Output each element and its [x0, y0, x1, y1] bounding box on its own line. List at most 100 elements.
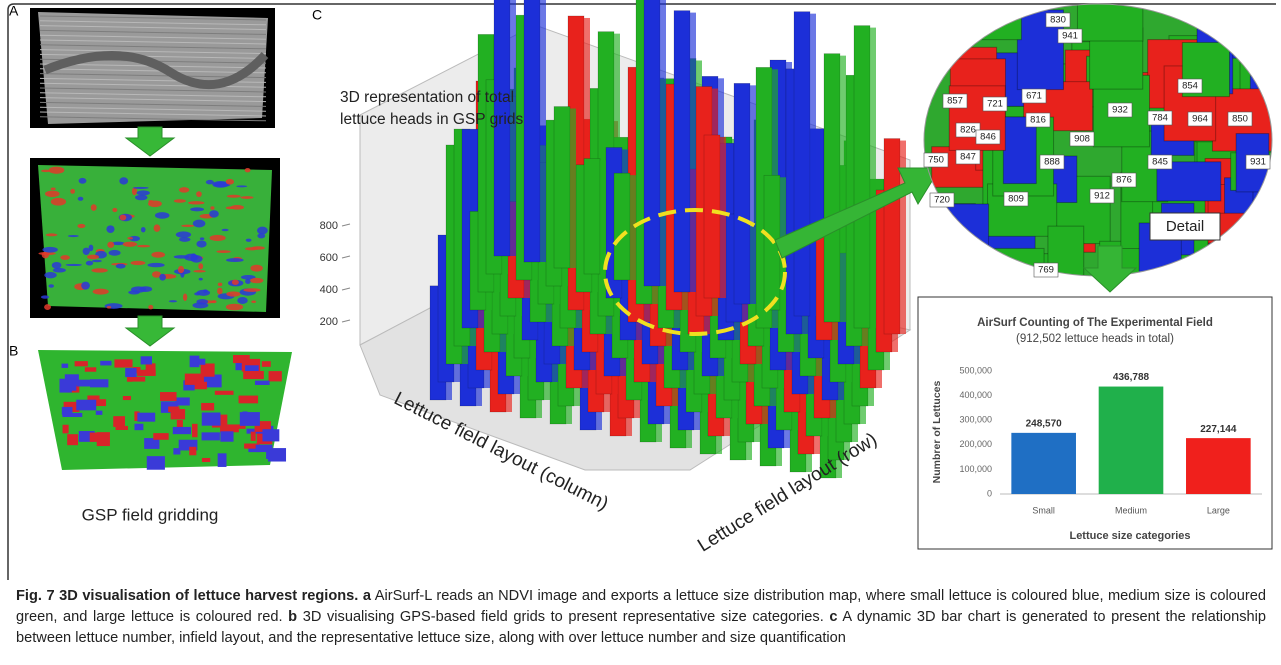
texture — [199, 237, 205, 241]
value-label: 847 — [960, 152, 976, 163]
texture — [220, 431, 234, 442]
z-tick — [341, 255, 351, 259]
texture — [115, 263, 126, 269]
texture — [114, 359, 133, 368]
texture — [89, 432, 100, 442]
texture — [87, 395, 100, 403]
texture — [39, 34, 267, 40]
arrow — [124, 126, 176, 347]
bar-3d — [523, 0, 541, 263]
value-label: 908 — [1074, 134, 1090, 145]
bar-3d-side — [720, 137, 726, 298]
texture — [126, 376, 133, 382]
texture — [39, 49, 267, 55]
z-tick — [341, 223, 351, 227]
texture — [95, 410, 103, 415]
value-label: 816 — [1030, 115, 1046, 126]
texture — [177, 265, 185, 274]
texture — [209, 234, 226, 241]
texture — [41, 169, 51, 173]
texture — [250, 264, 263, 272]
texture — [148, 200, 162, 208]
texture — [196, 289, 211, 296]
texture — [268, 371, 282, 382]
value-box — [1057, 28, 1083, 44]
bar-3d — [853, 25, 871, 329]
detail-box — [1149, 212, 1221, 241]
inset-frame — [917, 296, 1273, 550]
texture — [50, 187, 56, 191]
z-tick-label: 200 — [320, 316, 338, 328]
texture — [257, 226, 268, 235]
panel-label: C — [312, 7, 322, 23]
texture — [225, 303, 244, 311]
texture — [243, 370, 264, 380]
bar-3d — [613, 172, 631, 281]
texture — [87, 254, 100, 260]
bar-3d — [643, 0, 661, 287]
texture — [205, 179, 214, 185]
texture — [134, 423, 144, 431]
value-box — [1245, 154, 1271, 170]
ndvi-image — [30, 8, 275, 128]
texture — [81, 281, 90, 290]
texture — [92, 288, 109, 295]
value-box — [1147, 110, 1173, 126]
texture — [119, 177, 129, 185]
texture — [181, 224, 195, 227]
texture — [210, 206, 215, 210]
texture — [226, 194, 241, 198]
value-label: 769 — [1038, 265, 1054, 276]
value-box — [1187, 111, 1213, 127]
value-box — [1107, 102, 1133, 118]
texture — [235, 360, 248, 371]
texture — [106, 225, 115, 233]
texture — [61, 363, 69, 368]
texture — [245, 365, 259, 374]
texture — [184, 373, 204, 385]
texture — [146, 456, 165, 470]
texture — [192, 219, 206, 228]
texture — [39, 116, 267, 122]
texture — [40, 295, 50, 299]
texture — [217, 282, 223, 287]
texture — [173, 255, 190, 259]
panel-label: A — [9, 3, 19, 19]
texture — [196, 240, 207, 248]
texture — [131, 187, 138, 196]
value-box — [1111, 172, 1137, 188]
bar — [1098, 386, 1164, 494]
value-label: 854 — [1182, 81, 1198, 92]
texture — [262, 429, 280, 442]
detail-label: Detail — [1166, 218, 1204, 235]
texture — [39, 97, 267, 103]
detail-block — [1208, 242, 1256, 276]
texture — [52, 267, 66, 273]
detail-block — [1076, 4, 1144, 42]
texture — [201, 457, 211, 463]
z-tick-label: 600 — [320, 252, 338, 264]
texture — [90, 379, 109, 388]
texture — [217, 287, 223, 295]
bar-3d-side — [570, 108, 576, 268]
texture — [137, 369, 156, 376]
texture — [74, 361, 88, 367]
texture — [198, 263, 204, 270]
texture — [190, 253, 197, 261]
caption-label: b — [288, 609, 298, 625]
texture — [63, 379, 77, 391]
texture — [67, 434, 79, 446]
bar-3d-side — [510, 0, 516, 256]
data-label: 248,570 — [1026, 418, 1063, 429]
texture — [48, 166, 65, 174]
texture — [76, 379, 92, 387]
texture — [82, 247, 90, 255]
value-label: 720 — [934, 195, 950, 206]
texture — [225, 178, 235, 185]
caption-label: c — [829, 609, 838, 625]
panel-caption: GSP field gridding — [82, 505, 219, 524]
texture — [130, 286, 147, 293]
texture — [44, 271, 57, 279]
texture — [108, 249, 121, 256]
texture — [159, 273, 166, 281]
